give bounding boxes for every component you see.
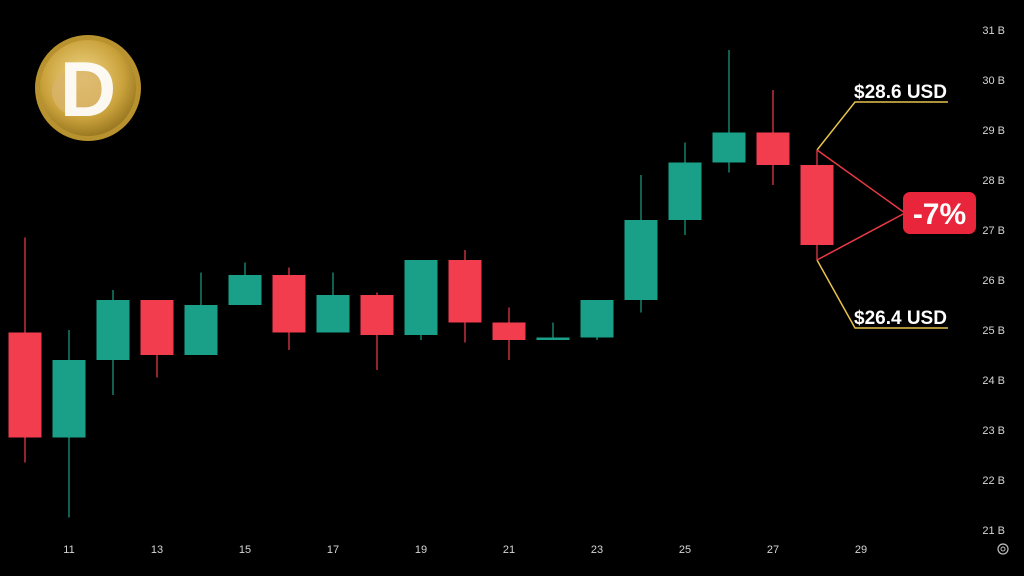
candle	[52, 330, 86, 518]
x-tick-label: 25	[679, 544, 691, 556]
high-price-label: $28.6 USD	[854, 82, 947, 103]
high-to-badge-line	[816, 149, 906, 214]
candle-body	[140, 300, 174, 355]
candle-body	[448, 260, 482, 323]
y-tick-label: 21 B	[982, 525, 1005, 537]
candle	[668, 142, 702, 235]
change-badge	[903, 192, 976, 234]
x-tick-label: 27	[767, 544, 779, 556]
candle-body	[712, 132, 746, 163]
candle	[228, 262, 262, 305]
candle	[360, 292, 394, 370]
candle	[624, 175, 658, 313]
x-tick-label: 17	[327, 544, 339, 556]
candle	[140, 300, 174, 378]
candle-body	[624, 220, 658, 300]
candle	[272, 267, 306, 350]
candle-body	[536, 337, 570, 340]
y-tick-label: 26 B	[982, 275, 1005, 287]
logo-letter: D	[60, 45, 116, 133]
y-tick-label: 30 B	[982, 75, 1005, 87]
candle-body	[316, 295, 350, 333]
x-tick-label: 15	[239, 544, 251, 556]
candle	[184, 272, 218, 355]
candle-body	[8, 332, 42, 438]
candle	[8, 237, 42, 463]
candle	[756, 90, 790, 185]
x-tick-label: 11	[63, 544, 74, 556]
x-axis: 11 13 15 17 19 21 23 25 27 29	[63, 544, 867, 556]
y-tick-label: 31 B	[982, 25, 1005, 37]
candle	[316, 272, 350, 333]
candle	[536, 322, 570, 340]
y-tick-label: 24 B	[982, 375, 1005, 387]
candle	[800, 150, 834, 260]
low-connector-line	[816, 259, 948, 329]
candle	[448, 250, 482, 343]
x-tick-label: 19	[415, 544, 427, 556]
y-axis: 21 B 22 B 23 B 24 B 25 B 26 B 27 B 28 B 29 B 30 B…	[982, 25, 1005, 537]
dogecoin-logo: D	[35, 35, 141, 141]
candle-body	[360, 295, 394, 335]
candle-body	[756, 132, 790, 165]
y-tick-label: 29 B	[982, 125, 1005, 137]
low-to-badge-line	[816, 212, 906, 261]
candle-body	[96, 300, 130, 360]
x-tick-label: 13	[151, 544, 163, 556]
candle-body	[184, 305, 218, 355]
gear-icon[interactable]	[997, 543, 1009, 555]
candle-body	[800, 165, 834, 245]
candle-body	[668, 162, 702, 220]
y-tick-label: 23 B	[982, 425, 1005, 437]
y-tick-label: 28 B	[982, 175, 1005, 187]
y-tick-label: 27 B	[982, 225, 1005, 237]
candle	[404, 260, 438, 340]
x-tick-label: 29	[855, 544, 867, 556]
low-price-label: $26.4 USD	[854, 308, 947, 329]
high-connector-line	[816, 101, 948, 151]
candle-body	[404, 260, 438, 335]
candle	[580, 300, 614, 340]
candle-body	[228, 275, 262, 305]
candle	[712, 50, 746, 173]
candle-body	[580, 300, 614, 338]
candle-body	[52, 360, 86, 438]
candle-body	[492, 322, 526, 340]
candle	[492, 307, 526, 360]
candle	[96, 290, 130, 395]
candle-body	[272, 275, 306, 333]
candles-layer	[8, 50, 834, 518]
y-tick-label: 25 B	[982, 325, 1005, 337]
y-tick-label: 22 B	[982, 475, 1005, 487]
x-tick-label: 23	[591, 544, 603, 556]
price-annotations: $28.6 USD $26.4 USD -7%	[816, 82, 976, 329]
x-tick-label: 21	[503, 544, 515, 556]
change-percent-label: -7%	[913, 198, 966, 231]
